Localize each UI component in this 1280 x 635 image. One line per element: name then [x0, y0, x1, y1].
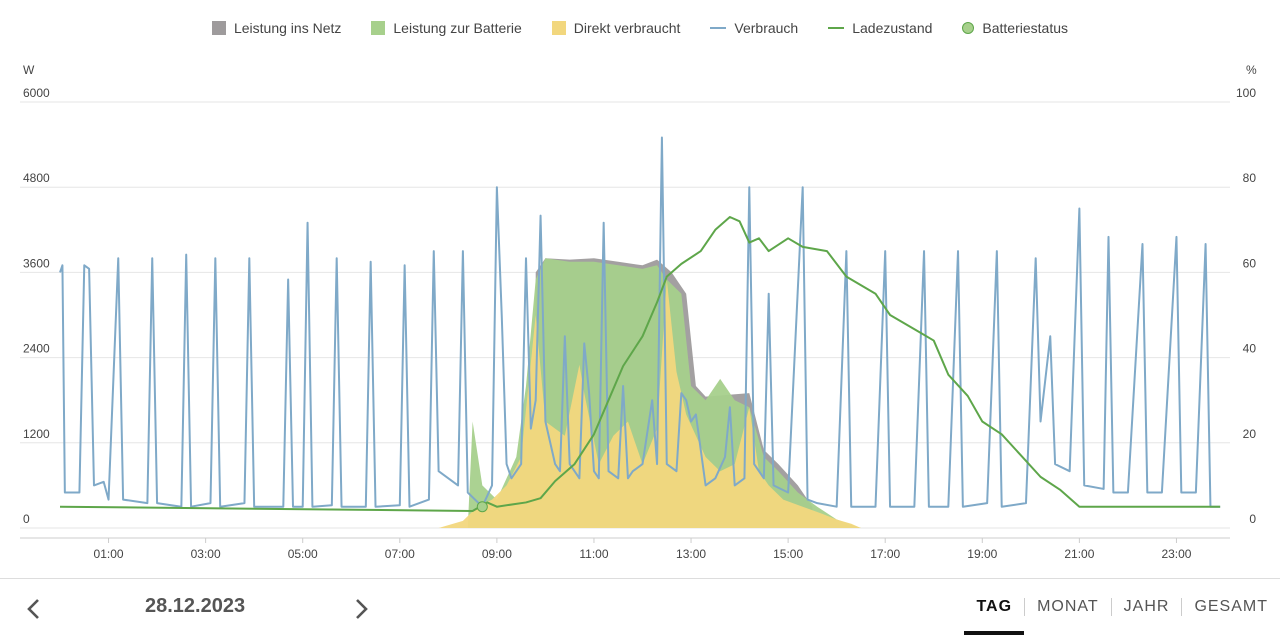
x-tick-label: 07:00: [385, 547, 415, 561]
y-left-tick-label: 2400: [23, 342, 50, 356]
legend-swatch: [828, 27, 845, 29]
next-day-button[interactable]: [347, 595, 375, 623]
legend-label: Batteriestatus: [982, 20, 1069, 36]
y-left-tick-label: 3600: [23, 256, 50, 270]
legend-item[interactable]: Verbrauch: [710, 20, 798, 36]
legend-swatch: [551, 21, 566, 35]
x-tick-label: 13:00: [676, 547, 706, 561]
y-right-tick-label: 80: [1243, 171, 1257, 185]
left-axis-unit: W: [23, 63, 35, 77]
x-tick-label: 09:00: [482, 547, 512, 561]
legend-swatch: [371, 21, 386, 35]
line-ladezustand: [59, 216, 1221, 512]
tab-jahr[interactable]: JAHR: [1123, 598, 1170, 615]
y-right-tick-label: 0: [1249, 512, 1256, 526]
legend-label: Verbrauch: [734, 20, 799, 36]
y-right-tick-label: 60: [1243, 256, 1257, 270]
x-tick-label: 15:00: [773, 547, 803, 561]
x-tick-label: 03:00: [191, 547, 221, 561]
previous-day-button[interactable]: [20, 595, 48, 623]
legend-label: Leistung zur Batterie: [393, 20, 522, 36]
energy-chart: 0 0 1200 20 2400 40 3600 60 4800 80 6000 100 01:00 03…: [20, 86, 1257, 561]
tab-divider: [1181, 598, 1183, 616]
legend-label: Direkt verbraucht: [573, 20, 681, 36]
x-tick-label: 19:00: [967, 547, 997, 561]
y-right-tick-label: 40: [1243, 342, 1257, 356]
y-right-tick-label: 100: [1236, 86, 1256, 100]
legend-swatch: [962, 22, 975, 34]
x-tick-label: 17:00: [870, 547, 900, 561]
legend-item[interactable]: Direkt verbraucht: [551, 20, 681, 36]
y-left-tick-label: 1200: [23, 427, 50, 441]
chart-legend: Leistung ins Netz Leistung zur Batterie Di…: [0, 20, 1280, 36]
legend-item[interactable]: Ladezustand: [828, 20, 932, 36]
tab-divider: [1024, 598, 1026, 616]
y-right-tick-label: 20: [1243, 427, 1257, 441]
x-tick-label: 11:00: [579, 547, 608, 561]
battery-status-marker: [476, 501, 488, 513]
legend-label: Ladezustand: [852, 20, 933, 36]
chevron-right-icon: [356, 599, 368, 619]
legend-label: Leistung ins Netz: [233, 20, 342, 36]
tab-monat[interactable]: MONAT: [1037, 598, 1099, 615]
legend-swatch: [710, 27, 727, 29]
y-left-tick-label: 6000: [23, 86, 50, 100]
right-axis-unit: %: [1246, 63, 1257, 77]
period-tabs: TAG MONAT JAHR GESAMT: [964, 579, 1280, 635]
tab-divider: [1110, 598, 1112, 616]
chart-area: 0 0 1200 20 2400 40 3600 60 4800 80 6000 100 01:00 03…: [0, 20, 1280, 561]
legend-item[interactable]: Leistung zur Batterie: [371, 20, 522, 36]
y-left-tick-label: 4800: [23, 171, 50, 185]
tab-tag[interactable]: TAG: [964, 579, 1024, 635]
x-tick-label: 01:00: [94, 547, 124, 561]
x-tick-label: 05:00: [288, 547, 318, 561]
legend-swatch: [211, 21, 226, 35]
legend-item[interactable]: Leistung ins Netz: [211, 20, 342, 36]
current-date: 28.12.2023: [145, 595, 246, 617]
tab-gesamt[interactable]: GESAMT: [1194, 598, 1268, 615]
legend-item[interactable]: Batteriestatus: [962, 20, 1068, 36]
chevron-left-icon: [27, 599, 39, 619]
x-tick-label: 21:00: [1064, 547, 1094, 561]
x-tick-label: 23:00: [1161, 547, 1191, 561]
line-verbrauch: [59, 136, 1221, 508]
date-navigation-bar: 28.12.2023 TAG MONAT JAHR GESAMT: [0, 578, 1280, 635]
y-left-tick-label: 0: [23, 512, 30, 526]
